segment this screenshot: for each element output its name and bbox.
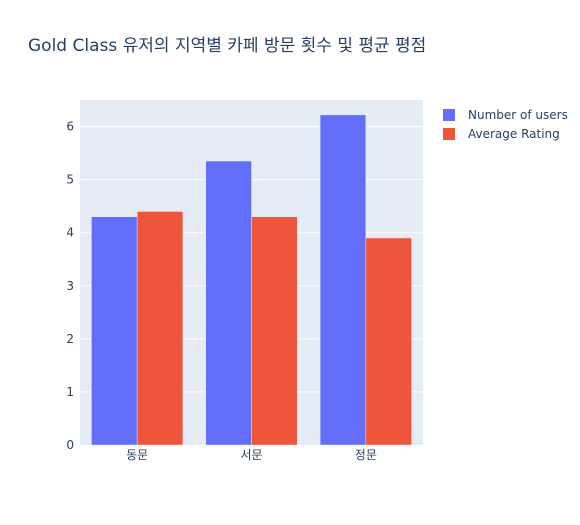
bar-users (205, 160, 252, 446)
legend-swatch (443, 128, 455, 140)
legend-label: Number of users (468, 108, 568, 122)
chart-title: Gold Class 유저의 지역별 카페 방문 횟수 및 평균 평점 (28, 36, 426, 56)
bar-rating (251, 216, 298, 446)
y-tick-label: 6 (66, 120, 74, 134)
x-tick-label: 서문 (240, 448, 262, 462)
y-tick-label: 4 (66, 226, 74, 240)
y-tick-label: 0 (66, 438, 74, 452)
y-tick-label: 2 (66, 332, 74, 346)
bar-rating (136, 211, 184, 446)
bars (91, 114, 412, 446)
bar-users (91, 216, 138, 446)
x-tick-label: 동문 (126, 448, 148, 462)
legend-label: Average Rating (468, 127, 560, 141)
legend: Number of users Average Rating (443, 108, 568, 141)
y-tick-label: 1 (66, 385, 74, 399)
legend-swatch (443, 109, 455, 121)
y-tick-label: 3 (66, 279, 74, 293)
y-axis: 0 1 2 3 4 5 6 (66, 120, 74, 452)
bar-rating (365, 237, 412, 446)
bar-users (319, 114, 367, 446)
x-tick-label: 정문 (355, 448, 377, 462)
x-axis: 동문 서문 정문 (126, 448, 377, 462)
y-tick-label: 5 (66, 173, 74, 187)
